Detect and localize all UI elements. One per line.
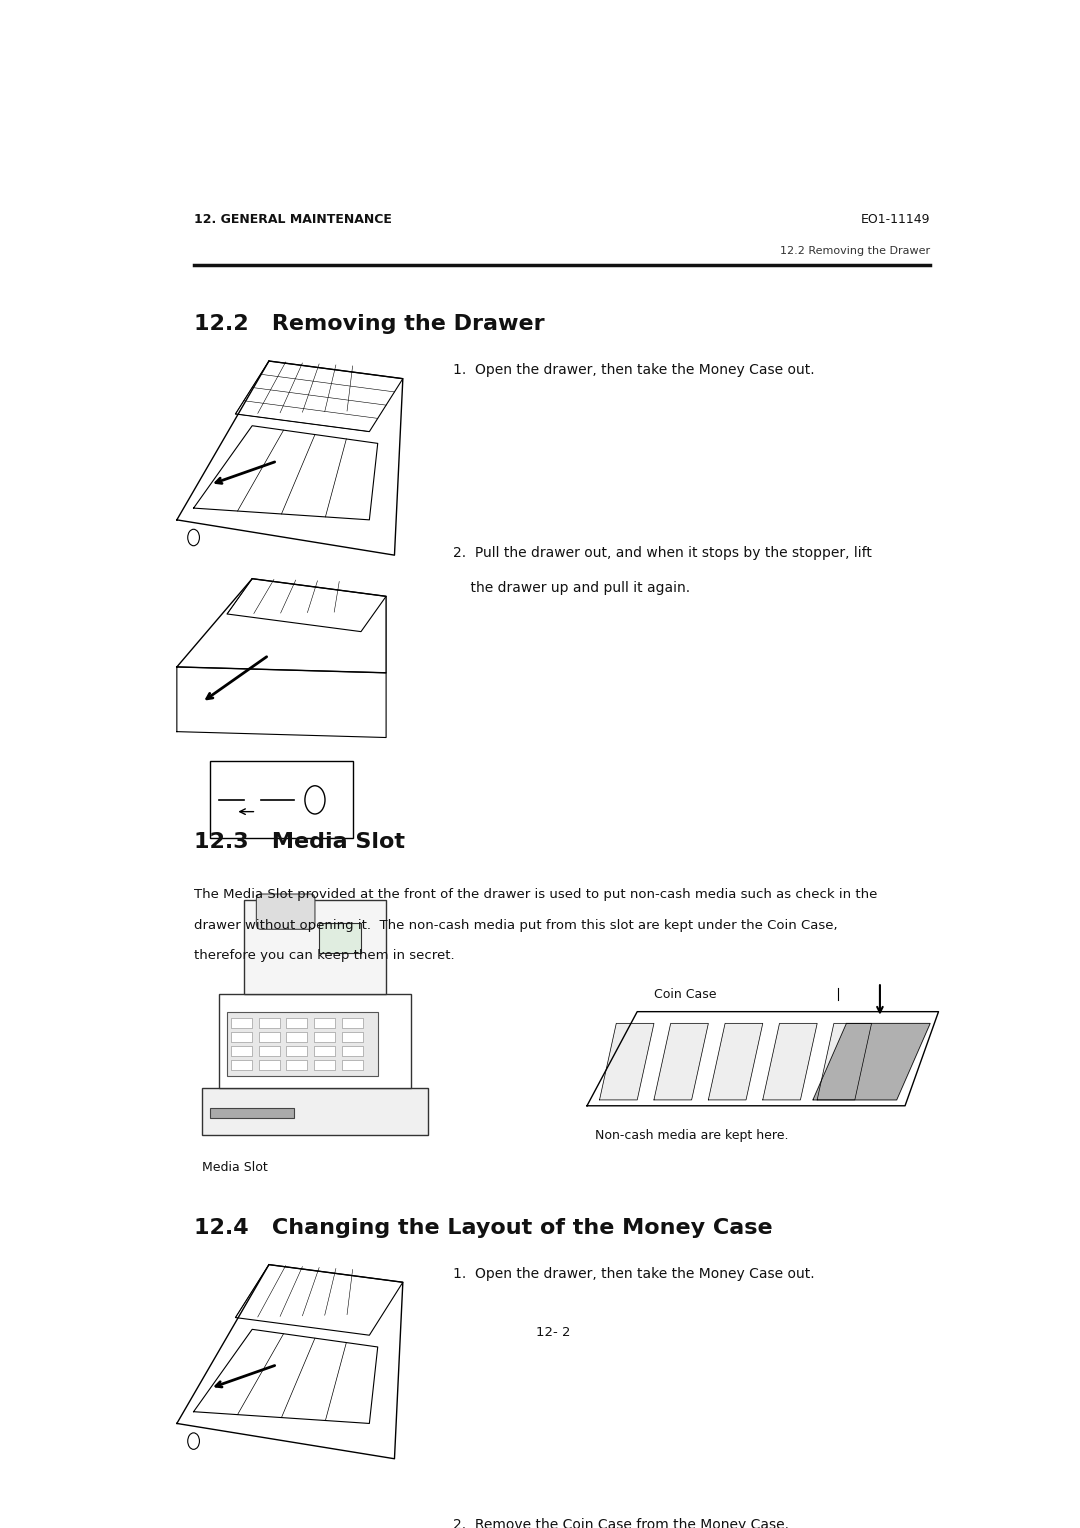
Polygon shape [818,1024,872,1100]
Text: 12.4   Changing the Layout of the Money Case: 12.4 Changing the Layout of the Money Ca… [193,1218,772,1238]
Bar [259,1060,280,1071]
Text: EO1-11149: EO1-11149 [861,212,930,226]
Bar [341,1045,363,1056]
Bar [314,1018,335,1028]
Text: Coin Case: Coin Case [653,989,716,1001]
Bar [218,995,411,1088]
Bar [314,1060,335,1071]
Bar [341,1018,363,1028]
Text: therefore you can keep them in secret.: therefore you can keep them in secret. [193,949,455,963]
Bar [211,1108,294,1117]
Bar [341,1060,363,1071]
Text: 2.  Pull the drawer out, and when it stops by the stopper, lift: 2. Pull the drawer out, and when it stop… [454,545,872,559]
Polygon shape [813,1024,930,1100]
Text: drawer without opening it.  The non-cash media put from this slot are kept under: drawer without opening it. The non-cash … [193,918,837,932]
Text: Non-cash media are kept here.: Non-cash media are kept here. [595,1129,788,1143]
Text: 1.  Open the drawer, then take the Money Case out.: 1. Open the drawer, then take the Money … [454,1267,814,1280]
Bar [259,1031,280,1042]
Bar [231,1031,253,1042]
Text: the drawer up and pull it again.: the drawer up and pull it again. [454,581,690,594]
Bar [314,1031,335,1042]
Polygon shape [762,1024,818,1100]
Bar [227,1012,378,1076]
Bar [211,761,352,837]
Text: Media Slot: Media Slot [202,1161,268,1174]
Bar [286,1060,308,1071]
Bar [286,1045,308,1056]
Bar [231,1060,253,1071]
Text: 12.2   Removing the Drawer: 12.2 Removing the Drawer [193,313,544,335]
Bar [259,1018,280,1028]
Bar [244,900,387,995]
Polygon shape [599,1024,654,1100]
Bar [286,1018,308,1028]
Bar [231,1045,253,1056]
Text: 1.  Open the drawer, then take the Money Case out.: 1. Open the drawer, then take the Money … [454,364,814,377]
Text: 12. GENERAL MAINTENANCE: 12. GENERAL MAINTENANCE [193,212,391,226]
Bar [320,923,361,953]
Text: 12- 2: 12- 2 [537,1326,570,1339]
Bar [259,1045,280,1056]
Polygon shape [654,1024,708,1100]
Text: 12.3   Media Slot: 12.3 Media Slot [193,831,405,851]
Polygon shape [588,1012,939,1106]
Polygon shape [708,1024,762,1100]
Bar [202,1088,428,1135]
Bar [231,1018,253,1028]
Text: The Media Slot provided at the front of the drawer is used to put non-cash media: The Media Slot provided at the front of … [193,888,877,902]
FancyBboxPatch shape [256,894,315,929]
Text: 12.2 Removing the Drawer: 12.2 Removing the Drawer [780,246,930,255]
Text: 2.  Remove the Coin Case from the Money Case.: 2. Remove the Coin Case from the Money C… [454,1517,789,1528]
Bar [314,1045,335,1056]
Bar [286,1031,308,1042]
Bar [341,1031,363,1042]
